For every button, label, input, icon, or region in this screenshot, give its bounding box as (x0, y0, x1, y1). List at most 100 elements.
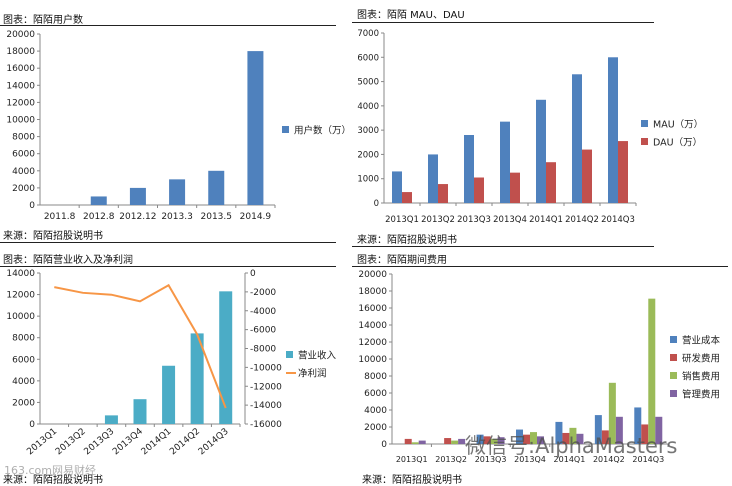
users-x-tick-label: 2012.12 (119, 212, 156, 222)
users-x-tick-label: 2011.8 (44, 212, 76, 222)
users-x-tick-label: 2014.9 (240, 212, 272, 222)
chart-title-mau-dau: 图表：陌陌 MAU、DAU (357, 10, 465, 21)
header-rule (0, 25, 336, 26)
revenue_profit-x-tick-label: 2013Q3 (83, 427, 117, 458)
mau_dau-legend-swatch (641, 138, 648, 145)
mau_dau-bar (618, 141, 628, 203)
revenue_profit-legend-label: 净利润 (298, 368, 327, 380)
chart-title-expenses: 图表：陌陌期间费用 (357, 255, 447, 266)
users-y-tick-label: 8000 (12, 133, 35, 143)
users-bar (129, 187, 146, 205)
mau_dau-legend-label: MAU（万） (653, 119, 703, 131)
revenue_profit-y-tick-label: 14000 (6, 269, 35, 279)
expenses-y-tick-label: 12000 (358, 338, 387, 348)
revenue_profit-y-tick-label: 8000 (12, 334, 35, 344)
users-bar (90, 196, 107, 205)
expenses-bar (483, 436, 491, 444)
expenses-bar (601, 430, 609, 444)
revenue_profit-bar (104, 415, 118, 424)
users-legend-swatch (282, 126, 289, 133)
revenue_profit-bar (162, 365, 176, 424)
revenue_profit-y2-tick-label: -12000 (250, 382, 282, 392)
mau_dau-x-tick-label: 2013Q4 (493, 215, 527, 225)
users-y-tick-label: 14000 (6, 81, 35, 91)
mau_dau-bar (572, 74, 582, 204)
users-x-tick-label: 2013.3 (161, 212, 193, 222)
revenue_profit-y-tick-label: 2000 (12, 398, 35, 408)
mau_dau-bar (536, 99, 546, 203)
revenue_profit-y2-tick-label: -6000 (250, 326, 276, 336)
users-bar (208, 170, 225, 205)
expenses-x-tick-label: 2013Q3 (475, 455, 507, 464)
expenses-bar (641, 424, 649, 444)
expenses-bar (594, 415, 602, 444)
mau_dau-bar (582, 149, 592, 203)
mau_dau-y-tick-label: 5000 (357, 78, 379, 88)
revenue_profit-y2-tick-label: -16000 (250, 420, 282, 430)
revenue_profit-y-tick-label: 0 (29, 420, 35, 430)
mau_dau-x-tick-label: 2013Q1 (385, 215, 419, 225)
users-bar (247, 51, 264, 205)
footer-rule (0, 242, 336, 243)
revenue_profit-x-tick-label: 2013Q1 (25, 427, 59, 458)
expenses-bar (648, 298, 656, 444)
expenses-y-tick-label: 4000 (364, 406, 387, 416)
expenses-legend-label: 研发费用 (682, 353, 720, 365)
mau_dau-x-tick-label: 2013Q3 (457, 215, 491, 225)
expenses-legend-swatch (670, 354, 677, 361)
mau_dau-bar (546, 162, 556, 203)
revenue_profit-x-tick-label: 2013Q2 (54, 427, 88, 458)
revenue_profit-legend-label: 营业收入 (298, 350, 337, 362)
mau_dau-bar (428, 154, 438, 203)
mau_dau-bar (464, 135, 474, 203)
expenses-y-tick-label: 0 (381, 440, 387, 450)
users-y-tick-label: 4000 (12, 167, 35, 177)
users-y-tick-label: 20000 (6, 30, 35, 40)
expenses-bar (490, 438, 498, 444)
revenue_profit-bar (219, 291, 233, 424)
expenses-bar (418, 440, 426, 444)
mau_dau-x-tick-label: 2014Q3 (601, 215, 635, 225)
users-y-tick-label: 2000 (12, 184, 35, 194)
revenue_profit-y2-tick-label: -8000 (250, 345, 276, 355)
expenses-y-tick-label: 16000 (358, 304, 387, 314)
expenses-bar (444, 438, 452, 444)
header-rule (352, 266, 728, 267)
revenue_profit-x-tick-label: 2014Q2 (168, 427, 202, 458)
expenses-bar (451, 440, 459, 444)
users-y-tick-label: 12000 (6, 98, 35, 108)
mau_dau-bar (474, 177, 484, 203)
expenses-x-tick-label: 2014Q1 (554, 455, 586, 464)
expenses-bar (458, 438, 466, 444)
chart-source-expenses: 来源：陌陌招股说明书 (362, 475, 462, 486)
expenses-bar (569, 427, 577, 444)
mau_dau-x-tick-label: 2014Q1 (529, 215, 563, 225)
mau_dau-y-tick-label: 7000 (357, 29, 379, 39)
mau_dau-y-tick-label: 0 (374, 199, 379, 209)
mau_dau-y-tick-label: 4000 (357, 102, 379, 112)
expenses-bar (523, 434, 530, 444)
mau_dau-bar (608, 57, 618, 204)
expenses-legend-swatch (670, 336, 677, 343)
mau_dau-legend-label: DAU（万） (653, 137, 702, 149)
revenue_profit-x-tick-label: 2014Q1 (140, 427, 174, 458)
expenses-bar (615, 416, 623, 444)
users-legend-label: 用户数（万） (294, 125, 351, 137)
expenses-legend-label: 营业成本 (682, 335, 721, 347)
expenses-x-tick-label: 2014Q3 (632, 455, 664, 464)
revenue_profit-legend-swatch (286, 351, 293, 358)
expenses-bar (476, 434, 484, 444)
expenses-y-tick-label: 2000 (364, 423, 387, 433)
mau_dau-x-tick-label: 2014Q2 (565, 215, 599, 225)
users-y-tick-label: 6000 (12, 150, 35, 160)
revenue_profit-bar (133, 399, 147, 424)
revenue_profit-y2-tick-label: 0 (250, 269, 256, 279)
mau_dau-bar (438, 184, 448, 203)
expenses-bar (537, 436, 544, 444)
revenue_profit-line-series (54, 283, 227, 409)
expenses-legend-label: 管理费用 (682, 389, 720, 401)
revenue_profit-y-tick-label: 4000 (12, 377, 35, 387)
expenses-bar (404, 438, 412, 444)
chart-source-mau-dau: 来源：陌陌招股说明书 (357, 235, 457, 246)
